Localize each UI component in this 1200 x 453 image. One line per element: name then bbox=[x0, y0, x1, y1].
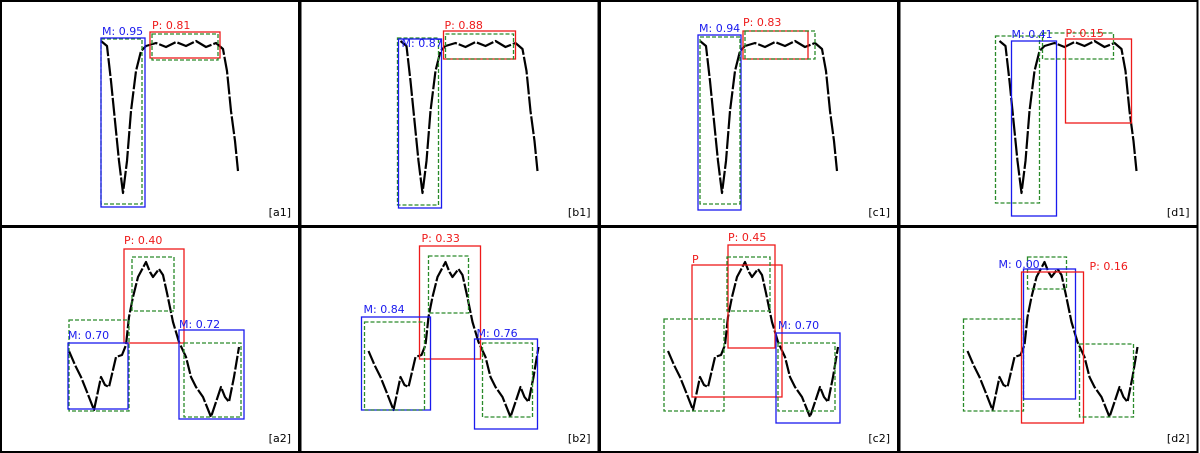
box-label: P: 0.83 bbox=[743, 16, 781, 29]
waveform bbox=[666, 260, 840, 419]
box-label: P: 0.45 bbox=[728, 231, 766, 244]
predicted-box bbox=[697, 34, 742, 211]
waveform bbox=[699, 39, 839, 195]
ground-truth-box bbox=[744, 30, 816, 60]
panel: M: 0.95 P: 0.81 [a1] bbox=[0, 0, 300, 227]
box-label: P: 0.33 bbox=[422, 232, 460, 245]
panel-border bbox=[299, 226, 600, 453]
ground-truth-box bbox=[1078, 343, 1135, 418]
ground-truth-box bbox=[1026, 256, 1068, 290]
box-label: M: 0.84 bbox=[364, 303, 405, 316]
predicted-box bbox=[178, 329, 245, 420]
panel: M: 0.00 P: 0.16 [d2] bbox=[898, 226, 1199, 453]
waveform bbox=[367, 260, 540, 419]
panel-tag: [b1] bbox=[568, 206, 591, 219]
box-label: M: 0.00 bbox=[999, 258, 1040, 271]
box-label: M: 0.95 bbox=[102, 25, 143, 38]
panel: P: 0.40 M: 0.70 M: 0.72 [a2] bbox=[0, 226, 300, 453]
panel-tag: [c2] bbox=[868, 432, 890, 445]
predicted-box bbox=[149, 31, 221, 59]
box-label: M: 0.87 bbox=[402, 37, 443, 50]
predicted-box bbox=[1022, 268, 1077, 400]
predicted-box bbox=[742, 30, 809, 60]
predicted-box bbox=[123, 248, 185, 344]
panel-border bbox=[299, 0, 600, 227]
ground-truth-box bbox=[427, 255, 470, 314]
ground-truth-box bbox=[68, 319, 130, 412]
ground-truth-box bbox=[777, 342, 836, 412]
waveform bbox=[399, 39, 539, 195]
box-label: P: 0.40 bbox=[124, 234, 162, 247]
predicted-box bbox=[473, 338, 539, 430]
predicted-box bbox=[100, 37, 146, 208]
ground-truth-box bbox=[1041, 32, 1115, 60]
box-label: P: 0.15 bbox=[1066, 27, 1104, 40]
waveform bbox=[998, 39, 1138, 195]
box-label: P bbox=[692, 253, 699, 266]
box-label: P: 0.88 bbox=[445, 19, 483, 32]
predicted-box bbox=[442, 30, 517, 60]
box-label: M: 0.94 bbox=[699, 22, 740, 35]
panel-tag: [a1] bbox=[269, 206, 291, 219]
box-label: M: 0.76 bbox=[477, 327, 518, 340]
ground-truth-box bbox=[962, 318, 1025, 412]
panel: P P: 0.45 M: 0.70 [c2] bbox=[599, 226, 899, 453]
box-label: P: 0.81 bbox=[152, 19, 190, 32]
ground-truth-box bbox=[151, 33, 219, 61]
ground-truth-box bbox=[183, 342, 242, 418]
panel: P: 0.33 M: 0.84 M: 0.76 [b2] bbox=[299, 226, 600, 453]
ground-truth-box bbox=[994, 35, 1041, 204]
ground-truth-box bbox=[131, 256, 175, 312]
predicted-box bbox=[67, 342, 129, 410]
box-label: P: 0.16 bbox=[1090, 260, 1128, 273]
ground-truth-box bbox=[444, 33, 515, 60]
panel: M: 0.87P: 0.88 [b1] bbox=[299, 0, 600, 227]
predicted-box bbox=[691, 264, 783, 398]
panel-tag: [a2] bbox=[269, 432, 291, 445]
panel-tag: [d1] bbox=[1167, 206, 1190, 219]
predicted-box bbox=[1020, 271, 1085, 424]
predicted-box bbox=[1010, 40, 1058, 217]
ground-truth-box bbox=[100, 38, 143, 205]
ground-truth-box bbox=[726, 256, 771, 312]
box-label: M: 0.72 bbox=[179, 318, 220, 331]
waveform bbox=[966, 260, 1139, 419]
waveform bbox=[100, 39, 240, 195]
panel-tag: [c1] bbox=[868, 206, 890, 219]
predicted-box bbox=[418, 245, 482, 360]
panel-border bbox=[898, 226, 1199, 453]
predicted-box bbox=[1064, 38, 1133, 124]
panel-tag: [d2] bbox=[1167, 432, 1190, 445]
panel: M: 0.94 P: 0.83 [c1] bbox=[599, 0, 899, 227]
box-label: M: 0.41 bbox=[1012, 28, 1053, 41]
ground-truth-box bbox=[363, 321, 426, 411]
predicted-box bbox=[775, 332, 841, 424]
ground-truth-box bbox=[481, 342, 534, 418]
predicted-box bbox=[397, 38, 443, 209]
panel-border bbox=[599, 0, 899, 227]
box-label: M: 0.70 bbox=[68, 329, 109, 342]
panel-border bbox=[599, 226, 899, 453]
panel: M: 0.41 P: 0.15 [d1] bbox=[898, 0, 1199, 227]
panel-tag: [b2] bbox=[568, 432, 591, 445]
box-label: M: 0.70 bbox=[778, 319, 819, 332]
ground-truth-box bbox=[396, 37, 440, 206]
ground-truth-box bbox=[663, 318, 725, 412]
predicted-box bbox=[727, 244, 776, 349]
panel-border bbox=[0, 226, 300, 453]
waveform bbox=[67, 260, 241, 419]
ground-truth-box bbox=[699, 36, 741, 205]
